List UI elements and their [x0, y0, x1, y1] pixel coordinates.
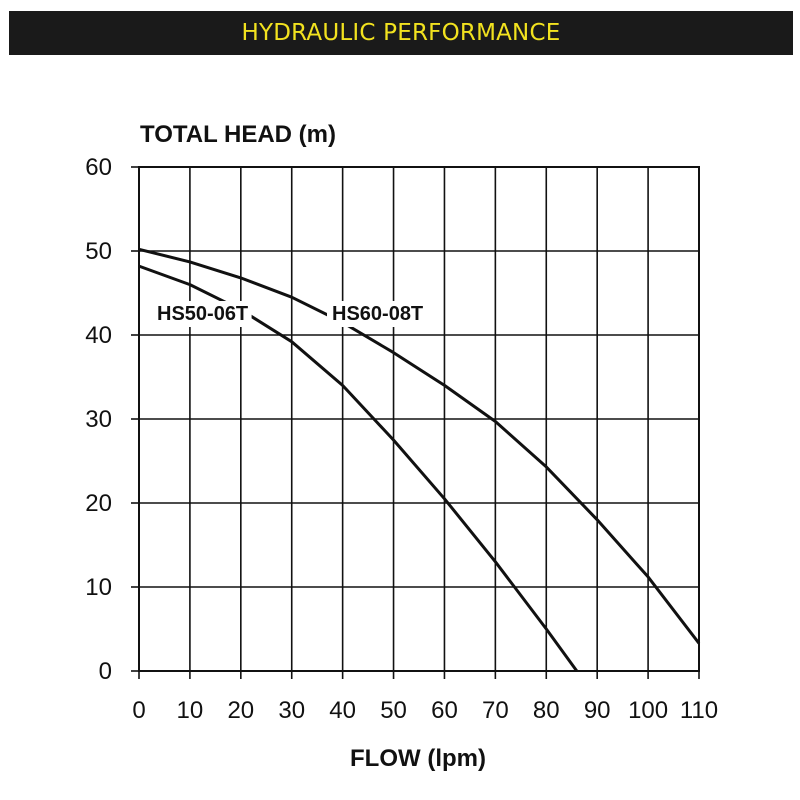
x-tick-label: 90 [584, 697, 611, 724]
x-tick-label: 20 [227, 697, 254, 724]
series-label: HS60-08T [332, 303, 423, 325]
series-line-hs60-08t [138, 247, 701, 645]
chart-ticks: 0 10 20 30 40 50 60 70 80 90 100 110 0 10 20 30 40 50 60 [85, 154, 718, 724]
series-label-background [152, 301, 252, 327]
series-label: HS50-06T [157, 303, 248, 325]
x-tick-label: 40 [329, 697, 356, 724]
chart-series [138, 247, 701, 672]
series-line-hs50-06t [138, 264, 579, 672]
x-tick-label: 0 [132, 697, 145, 724]
y-tick-label: 20 [85, 490, 112, 517]
y-tick-label: 30 [85, 406, 112, 433]
x-tick-label: 110 [680, 697, 718, 724]
title-banner: HYDRAULIC PERFORMANCE [9, 11, 793, 55]
y-tick-label: 0 [99, 658, 112, 685]
x-tick-label: 10 [177, 697, 204, 724]
x-axis-label: FLOW (lpm) [350, 745, 486, 772]
x-tick-label: 60 [431, 697, 458, 724]
x-tick-label: 100 [628, 697, 668, 724]
x-tick-label: 50 [380, 697, 407, 724]
x-tick-label: 80 [533, 697, 560, 724]
y-tick-label: 10 [85, 574, 112, 601]
series-labels: HS50-06T HS60-08T [152, 301, 427, 327]
x-tick-label: 30 [278, 697, 305, 724]
chart-grid [138, 166, 700, 672]
series-label-background [327, 301, 427, 327]
x-tick-label: 70 [482, 697, 509, 724]
y-tick-label: 60 [85, 154, 112, 181]
y-axis-label: TOTAL HEAD (m) [140, 121, 336, 148]
y-tick-label: 50 [85, 238, 112, 265]
y-tick-label: 40 [85, 322, 112, 349]
banner-title: HYDRAULIC PERFORMANCE [241, 20, 561, 46]
